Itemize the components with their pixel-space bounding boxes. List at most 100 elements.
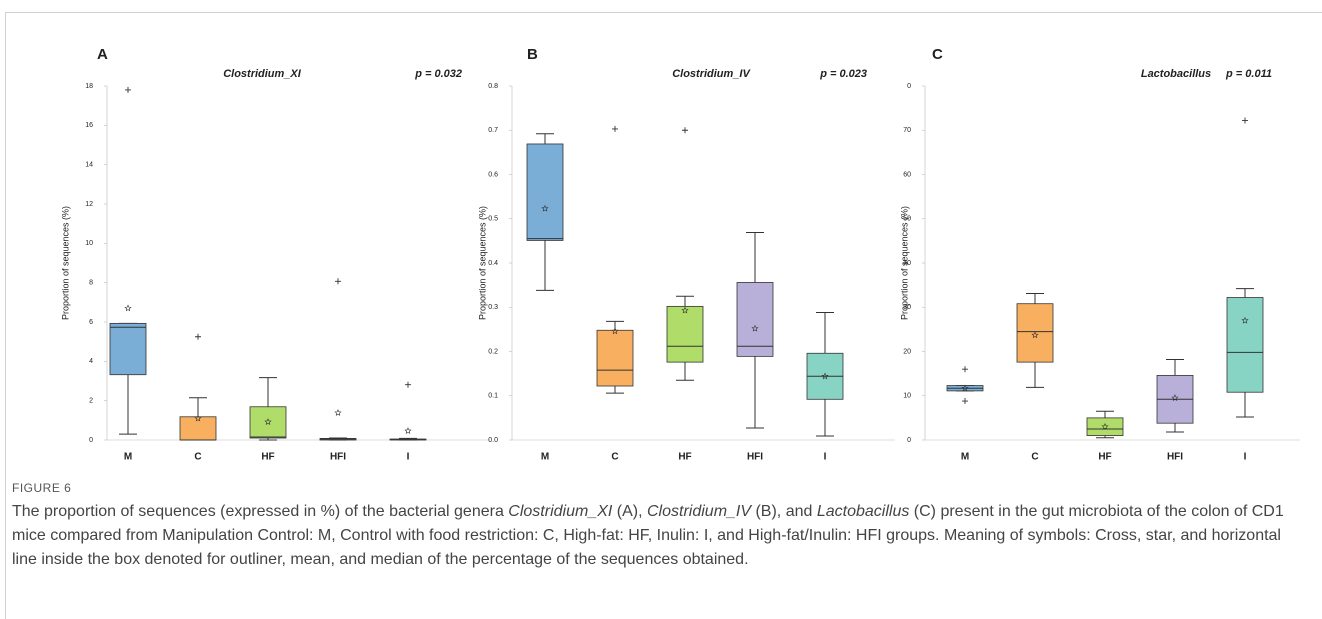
mean-marker xyxy=(1101,422,1109,430)
x-tick-label: C xyxy=(611,452,618,463)
caption-segment: (C) present in the gut microbiota of the… xyxy=(12,503,1284,568)
box xyxy=(109,322,147,376)
mean-marker xyxy=(124,304,132,312)
y-tick-label: 10 xyxy=(85,240,93,247)
y-tick-label: 40 xyxy=(903,260,911,267)
y-tick-label: 0.0 xyxy=(488,437,498,444)
caption-segment: Lactobacillus xyxy=(816,503,910,520)
box xyxy=(1226,297,1264,393)
x-tick-label: HF xyxy=(678,452,691,463)
y-tick-label: 10 xyxy=(903,393,911,400)
outlier xyxy=(962,366,968,373)
y-tick-label: 0 xyxy=(907,83,911,90)
y-tick-label: 0.7 xyxy=(488,127,498,134)
y-tick-label: 4 xyxy=(89,358,93,365)
mean-marker xyxy=(541,204,549,212)
box xyxy=(249,406,287,439)
x-tick-label: I xyxy=(824,452,827,463)
x-tick-label: M xyxy=(961,452,969,463)
caption-segment: The proportion of sequences (expressed i… xyxy=(12,503,509,520)
x-tick-label: I xyxy=(407,452,410,463)
y-tick-label: 18 xyxy=(85,83,93,90)
panel-letter: A xyxy=(97,46,108,63)
caption-segment: (B), and xyxy=(751,503,817,520)
panel-letter: B xyxy=(527,46,538,63)
x-tick-label: HF xyxy=(1098,452,1111,463)
caption-segment: Clostridium_IV xyxy=(647,503,752,520)
x-tick-label: HFI xyxy=(1167,452,1183,463)
y-axis-label: Proportion of sequences (%) xyxy=(899,206,909,320)
y-tick-label: 16 xyxy=(85,122,93,129)
y-tick-label: 6 xyxy=(89,319,93,326)
box xyxy=(736,282,774,357)
p-value: p = 0.032 xyxy=(414,68,462,80)
y-axis-label: Proportion of sequences (%) xyxy=(60,206,70,320)
chart-title: Lactobacillus xyxy=(1141,68,1211,80)
caption-segment: Clostridium_XI xyxy=(508,503,613,520)
y-tick-label: 0.5 xyxy=(488,216,498,223)
box xyxy=(1016,303,1054,363)
chart-title: Clostridium_IV xyxy=(672,68,751,80)
box xyxy=(526,143,564,241)
mean-marker xyxy=(821,372,829,380)
x-tick-label: M xyxy=(541,452,549,463)
y-tick-label: 0.1 xyxy=(488,393,498,400)
chart-title: Clostridium_XI xyxy=(223,68,302,80)
figure-caption: The proportion of sequences (expressed i… xyxy=(12,500,1302,572)
outlier xyxy=(962,398,968,405)
x-tick-label: HFI xyxy=(747,452,763,463)
mean-marker xyxy=(1031,331,1039,339)
mean-marker xyxy=(961,384,969,392)
mean-marker xyxy=(334,409,342,416)
outlier xyxy=(335,278,341,285)
outlier xyxy=(1242,117,1248,124)
figure-frame xyxy=(5,12,1322,619)
p-value: p = 0.023 xyxy=(819,68,867,80)
p-value: p = 0.011 xyxy=(1225,68,1272,80)
box xyxy=(666,305,704,363)
figure-charts: A Clostridium_XI p = 0.032 Proportion of se… xyxy=(60,46,1300,463)
box xyxy=(1086,417,1124,436)
y-tick-label: 0.2 xyxy=(488,348,498,355)
x-tick-label: C xyxy=(194,452,201,463)
outlier xyxy=(682,127,688,134)
box xyxy=(179,416,217,441)
y-tick-label: 0 xyxy=(89,437,93,444)
y-tick-label: 0 xyxy=(907,437,911,444)
outlier xyxy=(195,333,201,340)
y-tick-label: 30 xyxy=(903,304,911,311)
y-tick-label: 60 xyxy=(903,171,911,178)
mean-marker xyxy=(194,414,202,422)
y-tick-label: 0.8 xyxy=(488,83,498,90)
outlier xyxy=(612,125,618,132)
x-tick-label: C xyxy=(1031,452,1038,463)
x-tick-label: HF xyxy=(261,452,274,463)
y-tick-label: 0.3 xyxy=(488,304,498,311)
outlier xyxy=(125,86,131,93)
caption-segment: (A), xyxy=(612,503,647,520)
y-tick-label: 20 xyxy=(903,348,911,355)
mean-marker xyxy=(681,306,689,314)
y-tick-label: 50 xyxy=(903,216,911,223)
panel-letter: C xyxy=(932,46,943,63)
y-tick-label: 8 xyxy=(89,280,93,287)
mean-marker xyxy=(611,327,619,335)
x-tick-label: HFI xyxy=(330,452,346,463)
y-tick-label: 2 xyxy=(89,398,93,405)
y-tick-label: 70 xyxy=(903,127,911,134)
x-tick-label: M xyxy=(124,452,132,463)
y-tick-label: 0.6 xyxy=(488,171,498,178)
y-tick-label: 0.4 xyxy=(488,260,498,267)
mean-marker xyxy=(1241,316,1249,324)
mean-marker xyxy=(751,324,759,332)
y-tick-label: 14 xyxy=(85,162,93,169)
y-axis-label: Proportion of sequences (%) xyxy=(477,206,487,320)
box xyxy=(596,329,634,387)
mean-marker xyxy=(1171,394,1179,402)
figure-label: FIGURE 6 xyxy=(12,481,72,495)
mean-marker xyxy=(404,427,412,435)
y-tick-label: 12 xyxy=(85,201,93,208)
outlier xyxy=(405,381,411,388)
mean-marker xyxy=(264,418,272,425)
